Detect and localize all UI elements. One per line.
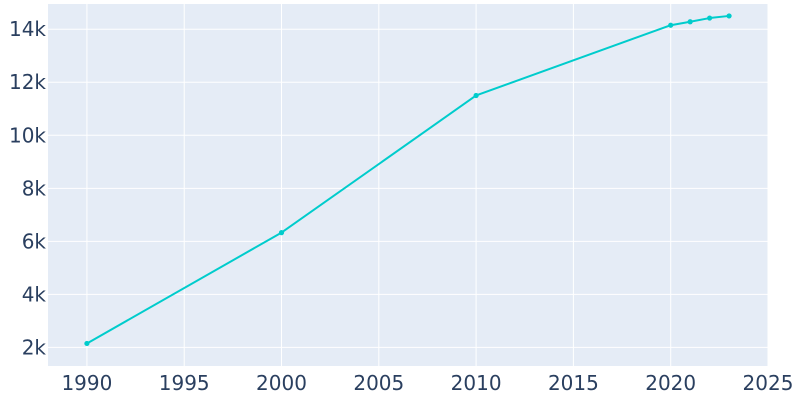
plot-background	[48, 4, 768, 366]
x-tick-label: 2020	[645, 371, 696, 395]
data-point	[473, 92, 479, 99]
y-axis-tick-labels: 2k 4k 6k 8k 10k 12k 14k	[9, 17, 46, 359]
y-tick-label: 12k	[9, 70, 46, 94]
x-tick-label: 2010	[451, 371, 502, 395]
data-point	[668, 22, 674, 28]
data-point	[707, 15, 713, 21]
y-tick-label: 6k	[22, 229, 47, 253]
y-tick-label: 14k	[9, 17, 46, 41]
y-tick-label: 10k	[9, 123, 46, 147]
x-tick-label: 2000	[256, 371, 307, 395]
y-tick-label: 2k	[22, 335, 47, 359]
data-point	[278, 230, 285, 236]
vertical-gridlines	[86, 4, 769, 366]
x-axis-tick-labels: 1990 1995 2000 2005 2010 2015 2020 2025	[61, 371, 793, 395]
y-tick-label: 8k	[22, 176, 47, 200]
series-layer	[84, 13, 732, 347]
data-point	[687, 19, 693, 25]
x-tick-label: 1995	[159, 371, 210, 395]
x-tick-label: 2005	[353, 371, 404, 395]
data-point	[84, 340, 90, 347]
data-point	[726, 13, 732, 19]
x-tick-label: 2025	[743, 371, 794, 395]
x-tick-label: 1990	[61, 371, 112, 395]
y-tick-label: 4k	[22, 282, 47, 306]
x-tick-label: 2015	[548, 371, 599, 395]
horizontal-gridlines	[48, 28, 768, 348]
